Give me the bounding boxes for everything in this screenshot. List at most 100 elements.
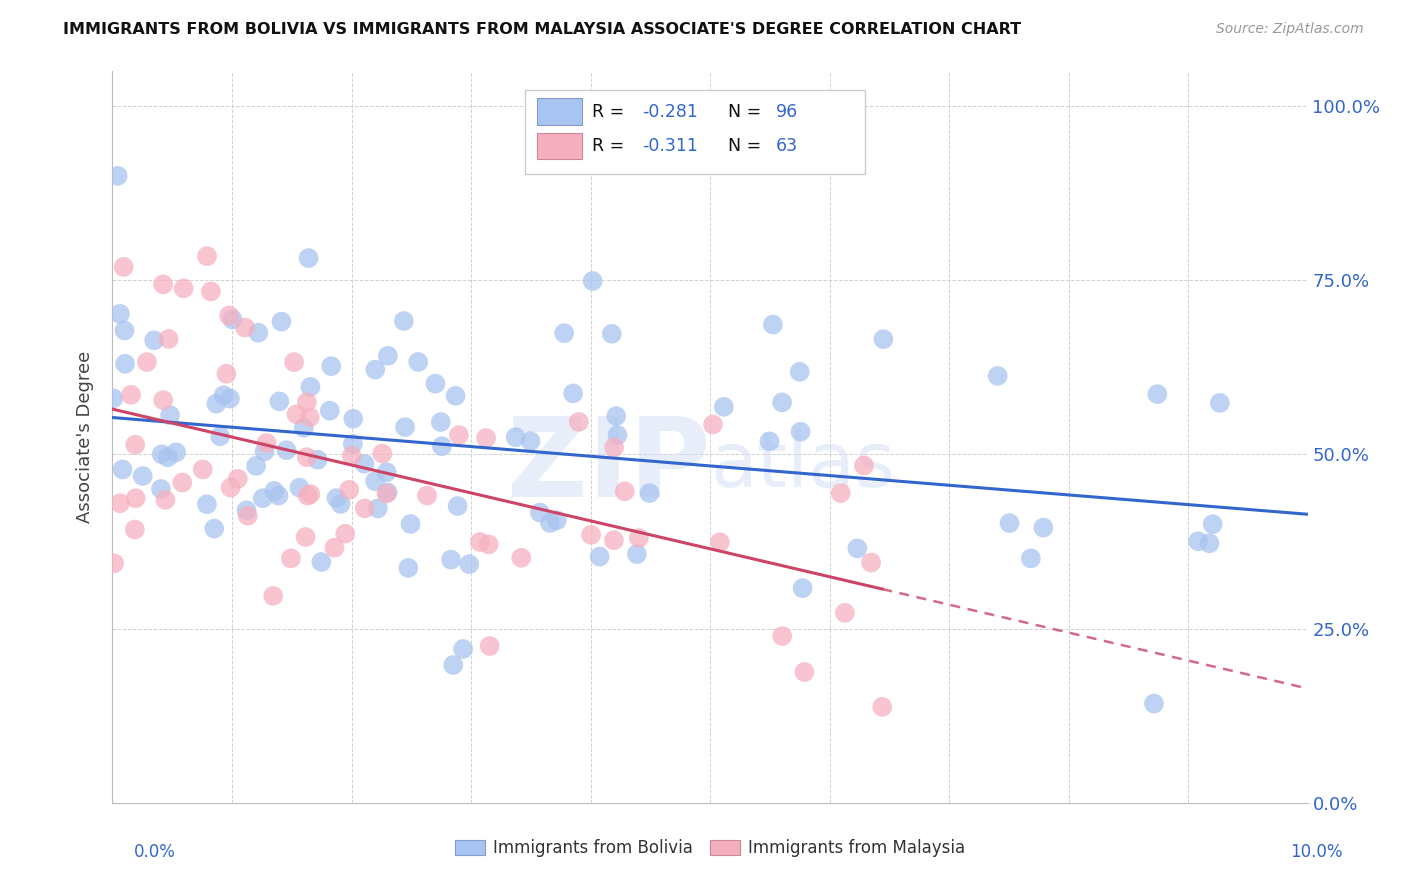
Point xyxy=(124,438,146,452)
Point xyxy=(627,531,650,545)
Point xyxy=(468,535,491,549)
Text: 63: 63 xyxy=(776,137,797,155)
Point xyxy=(510,550,533,565)
Text: -0.281: -0.281 xyxy=(643,103,697,120)
Point xyxy=(702,417,724,432)
Point xyxy=(212,388,235,402)
Point xyxy=(209,429,232,443)
Point xyxy=(396,561,419,575)
Point xyxy=(112,260,135,274)
Point xyxy=(1032,520,1054,534)
Point xyxy=(367,501,389,516)
Point xyxy=(173,281,195,295)
Point xyxy=(793,665,815,679)
Point xyxy=(1019,551,1042,566)
Point xyxy=(247,326,270,340)
Point xyxy=(588,549,610,564)
Point xyxy=(478,639,501,653)
Point xyxy=(1143,697,1166,711)
Point xyxy=(323,541,346,555)
Point xyxy=(770,395,793,409)
Point xyxy=(111,462,134,476)
Point xyxy=(329,497,352,511)
Text: ZIP: ZIP xyxy=(506,413,710,520)
Point xyxy=(392,314,415,328)
Point xyxy=(792,581,814,595)
Point xyxy=(165,445,187,459)
Point xyxy=(256,436,278,450)
Point xyxy=(638,486,661,500)
Point xyxy=(325,491,347,505)
Point xyxy=(335,526,357,541)
Point xyxy=(269,394,291,409)
Point xyxy=(538,516,561,530)
Point xyxy=(364,474,387,488)
Text: atlas: atlas xyxy=(710,429,894,503)
Point xyxy=(860,556,883,570)
Point xyxy=(998,516,1021,530)
FancyBboxPatch shape xyxy=(537,98,582,125)
Point xyxy=(270,315,292,329)
Point xyxy=(288,481,311,495)
Point xyxy=(108,496,131,510)
Point xyxy=(159,409,181,423)
Point xyxy=(605,409,627,423)
Point xyxy=(124,491,146,506)
Point xyxy=(195,249,218,263)
Point xyxy=(172,475,194,490)
Point xyxy=(252,491,274,506)
Point xyxy=(416,488,439,502)
Point xyxy=(215,367,238,381)
Point xyxy=(606,428,628,442)
Point xyxy=(149,482,172,496)
Point xyxy=(150,447,173,461)
Point xyxy=(152,393,174,408)
Point xyxy=(342,411,364,425)
Point xyxy=(1198,536,1220,550)
Point xyxy=(375,465,398,479)
Point xyxy=(451,642,474,657)
Point xyxy=(295,450,318,464)
Point xyxy=(292,421,315,435)
Point xyxy=(218,309,240,323)
Point xyxy=(131,469,153,483)
Text: R =: R = xyxy=(592,137,630,155)
FancyBboxPatch shape xyxy=(537,133,582,159)
Text: Source: ZipAtlas.com: Source: ZipAtlas.com xyxy=(1216,22,1364,37)
Point xyxy=(342,437,364,451)
Point xyxy=(770,629,793,643)
Point xyxy=(568,415,591,429)
Point xyxy=(226,472,249,486)
Text: N =: N = xyxy=(728,137,766,155)
Point xyxy=(709,535,731,549)
Text: IMMIGRANTS FROM BOLIVIA VS IMMIGRANTS FROM MALAYSIA ASSOCIATE'S DEGREE CORRELATI: IMMIGRANTS FROM BOLIVIA VS IMMIGRANTS FR… xyxy=(63,22,1021,37)
Point xyxy=(371,446,394,460)
Point xyxy=(872,332,894,346)
Point xyxy=(205,397,228,411)
Point xyxy=(789,425,811,439)
Point xyxy=(263,483,285,498)
Text: -0.311: -0.311 xyxy=(643,137,697,155)
Y-axis label: Associate's Degree: Associate's Degree xyxy=(76,351,94,524)
Point xyxy=(157,332,180,346)
Point xyxy=(1146,387,1168,401)
Point xyxy=(108,307,131,321)
Point xyxy=(191,462,214,476)
Point xyxy=(299,380,322,394)
Point xyxy=(399,516,422,531)
Point xyxy=(762,318,785,332)
Point xyxy=(546,513,568,527)
Point xyxy=(235,503,257,517)
Point xyxy=(297,251,319,265)
Point xyxy=(458,558,481,572)
Point xyxy=(377,349,399,363)
Point xyxy=(353,457,375,471)
Point xyxy=(124,523,146,537)
Point xyxy=(245,458,267,473)
Point xyxy=(626,547,648,561)
Point xyxy=(713,400,735,414)
Point xyxy=(789,365,811,379)
Point xyxy=(478,537,501,551)
Point xyxy=(262,589,284,603)
Point xyxy=(298,410,321,425)
